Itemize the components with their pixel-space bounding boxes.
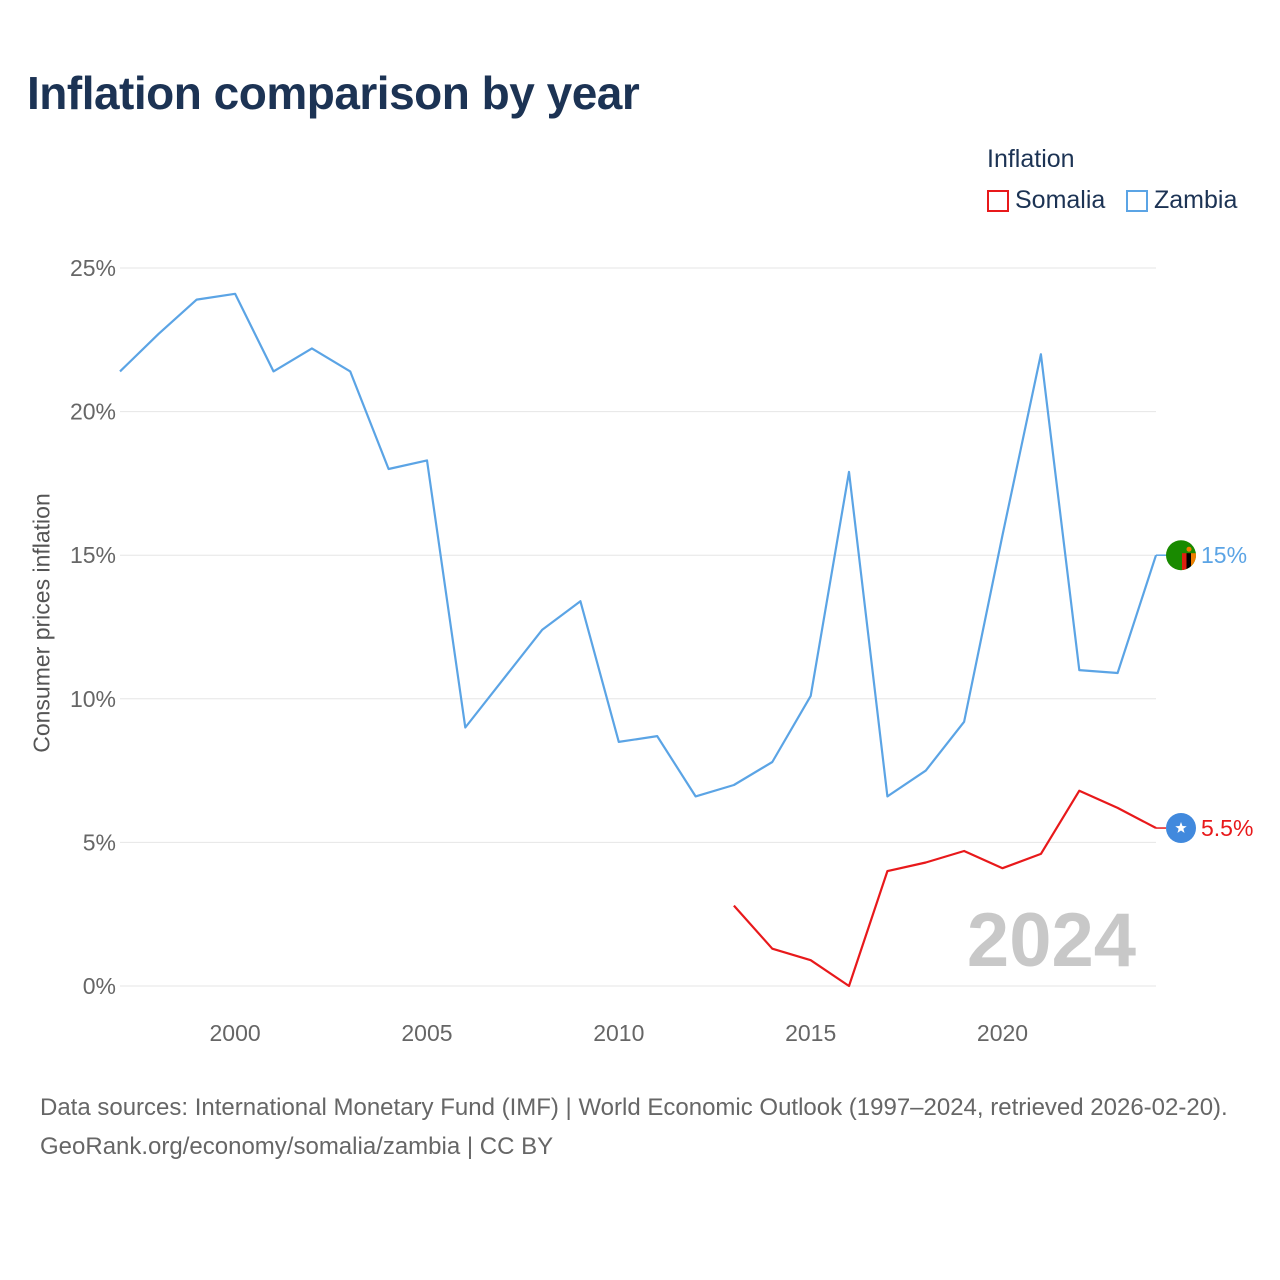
y-tick-label: 10% (70, 686, 116, 712)
data-sources-text: Data sources: International Monetary Fun… (40, 1094, 1228, 1121)
legend-swatch-somalia (987, 189, 1009, 212)
x-tick-label: 2020 (977, 1020, 1028, 1046)
x-tick-label: 2015 (785, 1020, 836, 1046)
year-watermark: 2024 (967, 898, 1136, 983)
legend-label-somalia: Somalia (1015, 186, 1106, 214)
series-line-somalia[interactable] (733, 789, 1157, 988)
legend-label-zambia: Zambia (1154, 186, 1238, 214)
series-end-markers: 15% 5.5% (1156, 540, 1253, 844)
inflation-chart: 0% 5% 10% 15% 20% 25% 2000 2005 2010 2015 2020 20… (70, 255, 1253, 1046)
end-label-somalia: 5.5% (1201, 815, 1253, 841)
zambia-flag-icon (1166, 540, 1196, 571)
x-tick-label: 2010 (593, 1020, 644, 1046)
credit-link[interactable]: GeoRank.org/economy/somalia/zambia | CC … (40, 1133, 554, 1160)
y-tick-labels: 0% 5% 10% 15% 20% 25% (70, 255, 116, 999)
grid-lines (120, 267, 1156, 987)
footer: Data sources: International Monetary Fun… (40, 1088, 1250, 1166)
legend-item-somalia[interactable]: Somalia (987, 186, 1105, 215)
y-tick-label: 15% (70, 542, 116, 568)
somalia-flag-icon (1166, 813, 1196, 844)
y-tick-label: 20% (70, 399, 116, 425)
series-lines (119, 292, 1158, 988)
legend-title: Inflation (987, 145, 1075, 173)
y-tick-label: 0% (83, 973, 116, 999)
y-tick-label: 25% (70, 255, 116, 281)
chart-title: Inflation comparison by year (27, 67, 640, 119)
y-tick-label: 5% (83, 829, 116, 855)
x-tick-label: 2000 (210, 1020, 261, 1046)
x-tick-labels: 2000 2005 2010 2015 2020 (210, 1020, 1029, 1046)
end-label-zambia: 15% (1201, 542, 1247, 568)
legend-item-zambia[interactable]: Zambia (1126, 186, 1237, 215)
x-tick-label: 2005 (401, 1020, 452, 1046)
series-line-zambia[interactable] (119, 292, 1158, 798)
legend-swatch-zambia (1126, 189, 1148, 212)
